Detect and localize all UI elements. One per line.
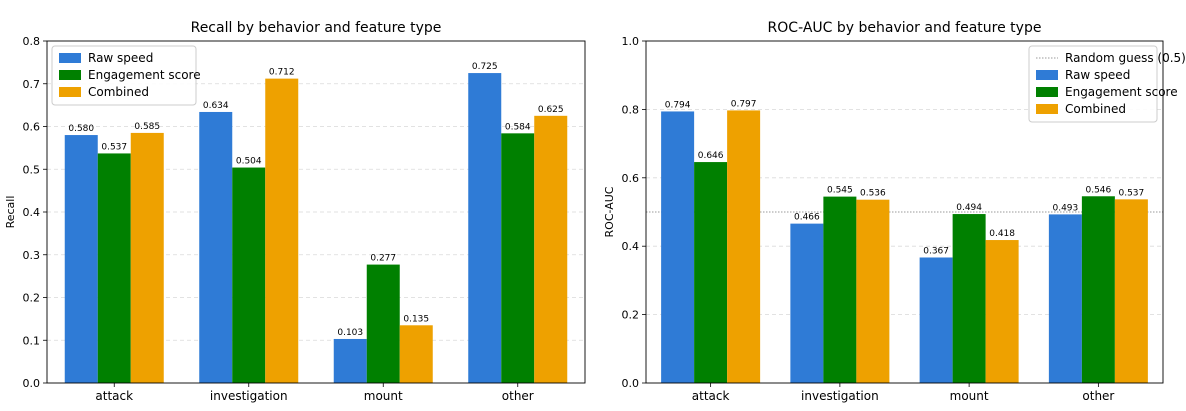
- legend-swatch: [1036, 70, 1058, 80]
- recall-chart: 0.0 0.1 0.2 0.3 0.4 0.5 0.6 0.7 0.8 0.580 0.537 0.5…: [4, 20, 586, 403]
- legend-label: Raw speed: [88, 51, 153, 65]
- x-tick-label: other: [1082, 389, 1114, 403]
- data-label: 0.418: [989, 229, 1015, 239]
- y-tick-label: 0.8: [23, 35, 41, 48]
- x-tick-label: attack: [692, 389, 730, 403]
- bar: [727, 110, 761, 384]
- bar: [501, 133, 535, 383]
- bar: [130, 132, 164, 383]
- bar: [534, 115, 568, 383]
- legend-label: Raw speed: [1065, 68, 1130, 82]
- data-label: 0.367: [923, 246, 949, 256]
- y-tick-label: 0.3: [23, 249, 41, 262]
- bar: [1048, 214, 1082, 383]
- data-label: 0.546: [1085, 185, 1111, 195]
- bar: [1114, 199, 1148, 383]
- data-label: 0.585: [134, 122, 160, 132]
- y-tick-label: 0.6: [23, 121, 41, 134]
- data-label: 0.797: [731, 99, 757, 109]
- y-tick-label: 1.0: [622, 35, 640, 48]
- data-label: 0.537: [1118, 188, 1144, 198]
- data-label: 0.794: [665, 100, 691, 110]
- bar: [856, 199, 890, 383]
- bar: [64, 135, 98, 383]
- axes-frame: [645, 40, 1164, 384]
- y-tick-label: 0.0: [23, 377, 41, 390]
- x-tick-label: mount: [950, 389, 989, 403]
- legend-swatch: [1036, 87, 1058, 97]
- bar: [199, 111, 233, 383]
- data-label: 0.584: [505, 122, 531, 132]
- legend: Raw speed Engagement score Combined: [51, 45, 201, 106]
- data-label: 0.712: [269, 68, 295, 78]
- bar: [399, 325, 433, 383]
- x-tick-label: other: [502, 389, 534, 403]
- y-tick-label: 0.0: [622, 377, 640, 390]
- bar: [661, 111, 695, 384]
- data-label: 0.625: [538, 105, 564, 115]
- data-label: 0.504: [236, 157, 262, 167]
- bar: [1081, 196, 1115, 383]
- legend-swatch: [1036, 104, 1058, 114]
- data-label: 0.103: [337, 328, 363, 338]
- legend-label: Random guess (0.5): [1065, 51, 1186, 65]
- data-label: 0.537: [101, 142, 127, 152]
- data-label: 0.646: [698, 151, 724, 161]
- legend: Random guess (0.5) Raw speed Engagement sc…: [1028, 45, 1186, 123]
- y-axis-label: Recall: [4, 196, 17, 229]
- data-label: 0.494: [956, 203, 982, 213]
- bar: [985, 240, 1019, 383]
- y-tick-label: 0.2: [622, 309, 640, 322]
- y-tick-label: 0.5: [23, 163, 41, 176]
- bar: [823, 196, 857, 383]
- bar: [919, 257, 953, 383]
- axes-frame: [46, 40, 586, 384]
- y-tick-label: 0.7: [23, 78, 41, 91]
- bar: [232, 167, 266, 383]
- data-label: 0.135: [403, 314, 429, 324]
- data-label: 0.580: [68, 124, 94, 134]
- legend-swatch: [59, 87, 81, 97]
- y-tick-label: 0.2: [23, 292, 41, 305]
- bar: [694, 162, 728, 383]
- y-tick-label: 0.4: [23, 206, 41, 219]
- data-label: 0.545: [827, 186, 853, 196]
- bar: [790, 223, 824, 383]
- legend-box: [51, 45, 197, 106]
- data-label: 0.466: [794, 213, 820, 223]
- bar: [952, 214, 986, 383]
- data-label: 0.634: [203, 101, 229, 111]
- bar: [366, 264, 400, 383]
- x-tick-label: attack: [95, 389, 133, 403]
- y-tick-label: 0.1: [23, 334, 41, 347]
- y-tick-label: 0.4: [622, 240, 640, 253]
- bar: [97, 153, 131, 383]
- legend-swatch: [59, 70, 81, 80]
- legend-box: [1028, 45, 1158, 123]
- x-tick-label: investigation: [801, 389, 879, 403]
- legend-label: Engagement score: [1065, 85, 1178, 99]
- bar: [468, 73, 502, 383]
- legend-label: Combined: [1065, 102, 1126, 116]
- roc-auc-chart: 0.0 0.2 0.4 0.6 0.8 1.0 0.794 0.646 0.797 attack 0…: [603, 20, 1186, 403]
- y-axis-label: ROC-AUC: [603, 186, 616, 237]
- bar: [333, 338, 367, 383]
- data-label: 0.536: [860, 189, 886, 199]
- data-label: 0.725: [472, 62, 498, 72]
- x-tick-label: mount: [364, 389, 403, 403]
- x-tick-label: investigation: [210, 389, 288, 403]
- legend-label: Combined: [88, 85, 149, 99]
- chart-title: ROC-AUC by behavior and feature type: [768, 20, 1042, 36]
- bar: [265, 78, 299, 384]
- chart-title: Recall by behavior and feature type: [191, 20, 442, 36]
- legend-label: Engagement score: [88, 68, 201, 82]
- data-label: 0.493: [1052, 203, 1078, 213]
- y-tick-label: 0.6: [622, 172, 640, 185]
- legend-swatch: [59, 53, 81, 63]
- y-tick-label: 0.8: [622, 103, 640, 116]
- data-label: 0.277: [370, 254, 396, 264]
